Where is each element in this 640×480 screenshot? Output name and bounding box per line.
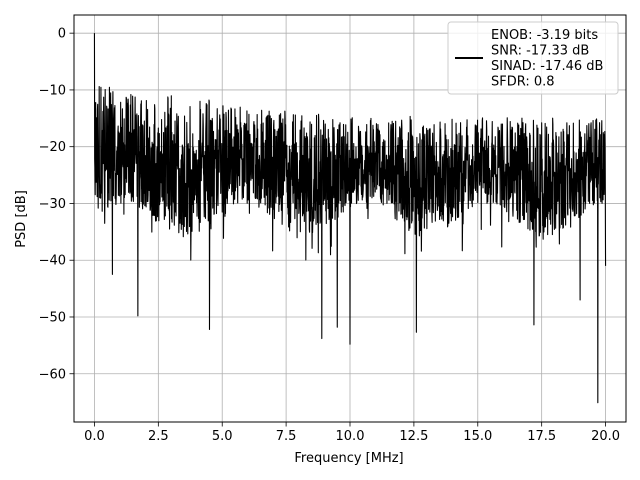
x-tick-label: 7.5 — [276, 429, 297, 444]
x-tick-label: 10.0 — [336, 429, 365, 444]
legend-entry-line: SFDR: 0.8 — [491, 75, 555, 90]
y-tick-label: −50 — [39, 310, 66, 325]
legend-entry-line: ENOB: -3.19 bits — [491, 28, 598, 43]
legend-entry-line: SINAD: -17.46 dB — [491, 59, 603, 74]
psd-series-line — [93, 33, 607, 404]
x-tick-label: 12.5 — [399, 429, 428, 444]
y-tick-label: −40 — [39, 254, 66, 269]
x-tick-label: 15.0 — [463, 429, 492, 444]
x-tick-label: 5.0 — [212, 429, 233, 444]
legend-box — [447, 21, 619, 95]
x-tick-label: 17.5 — [527, 429, 556, 444]
plot-area — [93, 33, 607, 404]
y-tick-label: −20 — [39, 140, 66, 155]
y-axis-label: PSD [dB] — [14, 190, 29, 248]
y-tick-label: −10 — [39, 83, 66, 98]
x-tick-label: 20.0 — [591, 429, 620, 444]
y-tick-label: −60 — [39, 367, 66, 382]
x-tick-label: 2.5 — [148, 429, 169, 444]
y-tick-label: −30 — [39, 197, 66, 212]
legend-entry-line: SNR: -17.33 dB — [491, 44, 589, 59]
y-tick-label: 0 — [58, 27, 66, 42]
x-axis-label: Frequency [MHz] — [294, 451, 403, 466]
x-tick-label: 0.0 — [84, 429, 105, 444]
ticks: 0.0 2.5 5.0 7.5 10.0 12.5 15.0 17.5 20.0 0 −10 −20 −… — [39, 27, 620, 444]
